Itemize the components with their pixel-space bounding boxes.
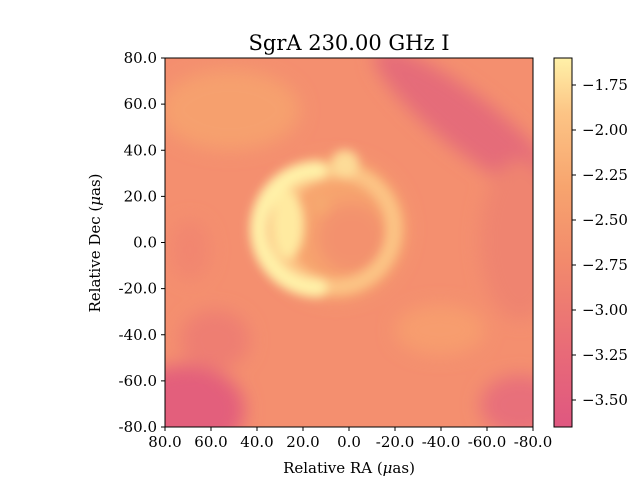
- y-tick-label: 40.0: [124, 141, 157, 159]
- y-tick-label: -20.0: [119, 280, 157, 298]
- x-tick-label: 20.0: [286, 433, 319, 451]
- y-tick-label: -60.0: [119, 372, 157, 390]
- x-tick-label: -20.0: [376, 433, 414, 451]
- x-tick-label: -60.0: [468, 433, 506, 451]
- x-tick-label: 40.0: [240, 433, 273, 451]
- y-tick-label: 20.0: [124, 187, 157, 205]
- y-axis-label: Relative Dec (μas): [86, 173, 104, 312]
- y-tick-label: 80.0: [124, 49, 157, 67]
- colorbar-tick-label: −2.75: [582, 256, 628, 274]
- colorbar-tick-label: −3.00: [582, 301, 628, 319]
- y-tick-label: -40.0: [119, 326, 157, 344]
- x-axis: 80.0 60.0 40.0 20.0 0.0 -20.0 -40.0 -60.0 -80.0: [148, 427, 552, 451]
- heatmap-image: [165, 58, 533, 427]
- colorbar-tick-label: −2.50: [582, 211, 628, 229]
- x-tick-label: 60.0: [194, 433, 227, 451]
- colorbar-axis: −1.75 −2.00 −2.25 −2.50 −2.75 −3.00 −3.25 −3.50: [572, 76, 628, 409]
- colorbar-tick-label: −3.25: [582, 346, 628, 364]
- x-tick-label: -40.0: [422, 433, 460, 451]
- y-tick-label: 60.0: [124, 95, 157, 113]
- colorbar-tick-label: −3.50: [582, 391, 628, 409]
- x-axis-label: Relative RA (μas): [283, 459, 415, 477]
- chart-title: SgrA 230.00 GHz I: [249, 31, 450, 55]
- x-tick-label: -80.0: [514, 433, 552, 451]
- colorbar-tick-label: −2.00: [582, 121, 628, 139]
- y-axis: 80.0 60.0 40.0 20.0 0.0 -20.0 -40.0 -60.0 -80.0: [119, 49, 165, 436]
- x-tick-label: 80.0: [148, 433, 181, 451]
- colorbar-tick-label: −1.75: [582, 76, 628, 94]
- y-tick-label: -80.0: [119, 418, 157, 436]
- x-tick-label: 0.0: [337, 433, 361, 451]
- y-tick-label: 0.0: [133, 234, 157, 252]
- colorbar: [553, 57, 573, 428]
- colorbar-tick-label: −2.25: [582, 166, 628, 184]
